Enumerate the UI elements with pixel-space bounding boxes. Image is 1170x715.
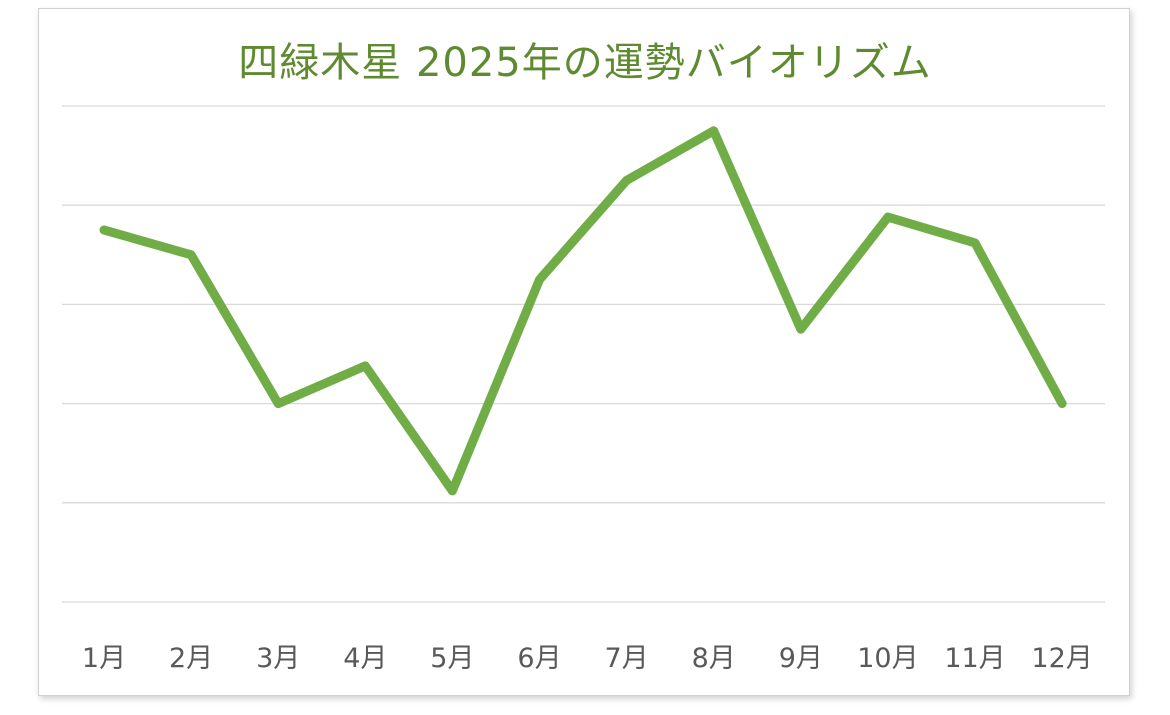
x-axis-tick-labels: 1月 2月 3月 4月 5月 6月 7月 8月 9月 10月 11月 12月 — [82, 643, 1093, 674]
x-tick-label: 12月 — [1031, 643, 1092, 674]
x-tick-label: 2月 — [169, 643, 213, 674]
x-tick-label: 4月 — [343, 643, 387, 674]
x-tick-label: 11月 — [944, 643, 1005, 674]
x-tick-label: 7月 — [605, 643, 649, 674]
x-tick-label: 6月 — [517, 643, 561, 674]
series-group — [99, 126, 1067, 496]
series-line — [99, 126, 1067, 496]
x-tick-label: 8月 — [692, 643, 736, 674]
x-tick-label: 3月 — [256, 643, 300, 674]
chart-frame — [38, 8, 1130, 696]
x-tick-label: 5月 — [430, 643, 474, 674]
x-tick-label: 1月 — [82, 643, 126, 674]
gridlines — [62, 105, 1105, 603]
x-tick-label: 9月 — [779, 643, 823, 674]
x-tick-label: 10月 — [857, 643, 918, 674]
chart-title: 四緑木星 2025年の運勢バイオリズム — [238, 40, 932, 86]
